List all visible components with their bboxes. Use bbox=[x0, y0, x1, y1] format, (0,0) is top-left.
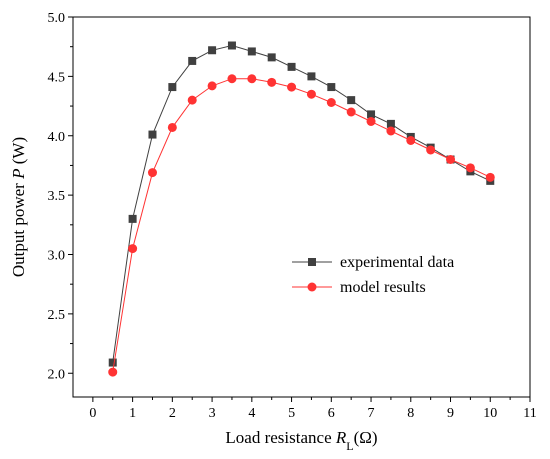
data-point-model bbox=[187, 95, 197, 105]
data-point-experimental bbox=[168, 83, 177, 92]
y-axis-title: Output power P (W) bbox=[9, 137, 28, 277]
data-point-experimental bbox=[128, 214, 137, 223]
x-tick-label: 2 bbox=[169, 406, 176, 421]
data-point-experimental bbox=[307, 72, 316, 81]
data-point-model bbox=[267, 77, 277, 87]
x-tick-label: 0 bbox=[89, 406, 96, 421]
data-point-experimental bbox=[208, 46, 217, 55]
data-point-model bbox=[147, 168, 157, 178]
x-axis-title-var: R bbox=[335, 428, 347, 447]
y-tick-label: 3.0 bbox=[48, 249, 66, 264]
x-tick-label: 1 bbox=[129, 406, 136, 421]
legend-label-experimental: experimental data bbox=[340, 254, 454, 271]
data-point-experimental bbox=[287, 62, 296, 71]
series-line-experimental bbox=[112, 44, 491, 363]
data-point-model bbox=[287, 82, 297, 92]
data-point-model bbox=[446, 155, 456, 164]
data-point-experimental bbox=[386, 119, 395, 128]
x-tick-label: 6 bbox=[328, 406, 335, 421]
y-tick-label: 4.0 bbox=[48, 130, 66, 145]
data-point-model bbox=[128, 244, 138, 254]
legend-marker-model bbox=[307, 282, 317, 292]
data-point-model bbox=[167, 122, 177, 132]
data-point-model bbox=[207, 81, 217, 91]
data-point-model bbox=[326, 98, 336, 107]
x-tick-label: 11 bbox=[523, 406, 536, 421]
y-axis-title-var: P bbox=[9, 169, 28, 180]
series-layer bbox=[108, 41, 495, 377]
legend-marker-experimental bbox=[308, 258, 316, 266]
data-point-model bbox=[485, 172, 495, 182]
data-point-experimental bbox=[367, 110, 376, 119]
data-point-model bbox=[406, 136, 416, 145]
data-point-experimental bbox=[347, 96, 356, 105]
legend: experimental data model results bbox=[292, 254, 454, 296]
x-tick-label: 9 bbox=[447, 406, 454, 421]
y-tick-label: 5.0 bbox=[48, 11, 66, 26]
x-tick-label: 3 bbox=[209, 406, 216, 421]
data-point-experimental bbox=[108, 358, 117, 367]
data-point-experimental bbox=[327, 83, 336, 92]
data-point-model bbox=[227, 74, 237, 84]
x-axis-title-sub: L bbox=[346, 439, 353, 453]
plot-frame bbox=[72, 16, 531, 398]
data-point-model bbox=[346, 107, 356, 117]
x-tick-label: 7 bbox=[368, 406, 375, 421]
x-tick-label: 5 bbox=[288, 406, 295, 421]
data-point-experimental bbox=[148, 130, 157, 139]
data-point-model bbox=[386, 126, 396, 136]
data-point-experimental bbox=[267, 53, 276, 62]
data-point-experimental bbox=[188, 56, 197, 65]
y-tick-label: 3.5 bbox=[48, 189, 66, 204]
data-point-model bbox=[366, 117, 376, 126]
legend-label-model: model results bbox=[340, 279, 426, 296]
x-tick-label: 8 bbox=[407, 406, 414, 421]
data-point-model bbox=[426, 145, 436, 155]
x-tick-label: 4 bbox=[248, 406, 255, 421]
y-tick-label: 4.5 bbox=[48, 70, 66, 85]
x-axis-title-main: Load resistance bbox=[225, 428, 335, 447]
data-point-model bbox=[306, 89, 316, 99]
data-point-experimental bbox=[247, 47, 256, 56]
y-tick-label: 2.0 bbox=[48, 367, 66, 382]
data-point-model bbox=[108, 367, 118, 377]
data-point-experimental bbox=[227, 41, 236, 50]
y-axis-title-unit: (W) bbox=[9, 137, 28, 169]
x-axis-title-unit: (Ω) bbox=[354, 428, 378, 447]
y-axis-title-main: Output power bbox=[9, 179, 28, 277]
data-point-model bbox=[465, 163, 475, 173]
axis-ticks: 0 1 2 3 4 5 6 7 8 9 10 11 2.0 2.5 3.0 3.5 4.0 4.5 5.0 bbox=[48, 11, 537, 421]
data-point-model bbox=[247, 74, 257, 84]
series-line-model bbox=[112, 78, 491, 373]
y-tick-label: 2.5 bbox=[48, 308, 66, 323]
x-tick-label: 10 bbox=[483, 406, 497, 421]
x-axis-title: Load resistance RL(Ω) bbox=[225, 428, 377, 453]
